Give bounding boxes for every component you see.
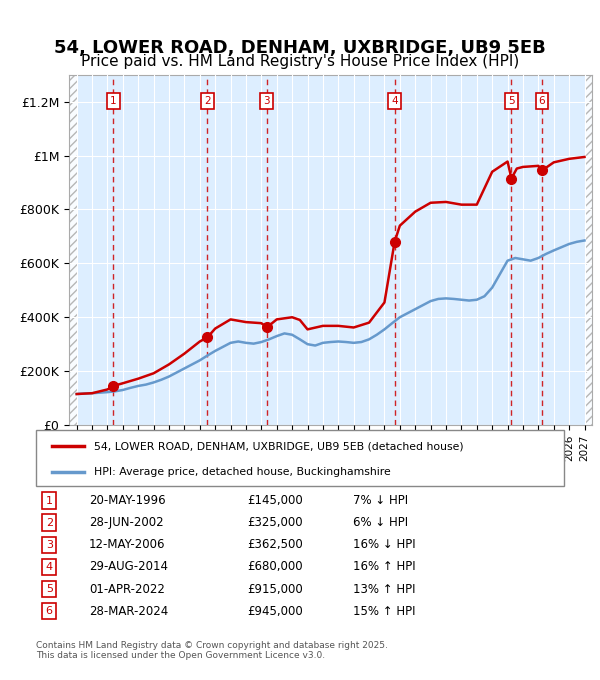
Text: 6: 6 xyxy=(539,96,545,106)
Text: 4: 4 xyxy=(391,96,398,106)
Text: 12-MAY-2006: 12-MAY-2006 xyxy=(89,539,166,551)
Text: £680,000: £680,000 xyxy=(247,560,303,573)
Text: 13% ↑ HPI: 13% ↑ HPI xyxy=(353,583,415,596)
Text: 5: 5 xyxy=(46,584,53,594)
Text: 2: 2 xyxy=(46,517,53,528)
Text: 20-MAY-1996: 20-MAY-1996 xyxy=(89,494,166,507)
Text: 28-MAR-2024: 28-MAR-2024 xyxy=(89,605,168,617)
Bar xyxy=(584,75,592,425)
Text: £915,000: £915,000 xyxy=(247,583,303,596)
Text: 6% ↓ HPI: 6% ↓ HPI xyxy=(353,516,408,529)
Text: £145,000: £145,000 xyxy=(247,494,303,507)
Text: 01-APR-2022: 01-APR-2022 xyxy=(89,583,164,596)
Bar xyxy=(69,75,77,425)
Text: 29-AUG-2014: 29-AUG-2014 xyxy=(89,560,168,573)
Text: 3: 3 xyxy=(263,96,270,106)
Text: Contains HM Land Registry data © Crown copyright and database right 2025.
This d: Contains HM Land Registry data © Crown c… xyxy=(36,641,388,660)
Text: 7% ↓ HPI: 7% ↓ HPI xyxy=(353,494,408,507)
Text: 3: 3 xyxy=(46,540,53,550)
Text: 5: 5 xyxy=(508,96,515,106)
Text: 54, LOWER ROAD, DENHAM, UXBRIDGE, UB9 5EB: 54, LOWER ROAD, DENHAM, UXBRIDGE, UB9 5E… xyxy=(54,39,546,56)
Text: 15% ↑ HPI: 15% ↑ HPI xyxy=(353,605,415,617)
Text: 1: 1 xyxy=(46,496,53,506)
Text: £325,000: £325,000 xyxy=(247,516,303,529)
Text: 2: 2 xyxy=(204,96,211,106)
Text: Price paid vs. HM Land Registry's House Price Index (HPI): Price paid vs. HM Land Registry's House … xyxy=(81,54,519,69)
Text: 54, LOWER ROAD, DENHAM, UXBRIDGE, UB9 5EB (detached house): 54, LOWER ROAD, DENHAM, UXBRIDGE, UB9 5E… xyxy=(94,441,464,451)
Text: £945,000: £945,000 xyxy=(247,605,303,617)
Text: 1: 1 xyxy=(110,96,116,106)
Text: 6: 6 xyxy=(46,606,53,616)
Text: £362,500: £362,500 xyxy=(247,539,303,551)
Text: HPI: Average price, detached house, Buckinghamshire: HPI: Average price, detached house, Buck… xyxy=(94,467,391,477)
Text: 4: 4 xyxy=(46,562,53,572)
Text: 16% ↑ HPI: 16% ↑ HPI xyxy=(353,560,415,573)
Text: 28-JUN-2002: 28-JUN-2002 xyxy=(89,516,163,529)
Text: 16% ↓ HPI: 16% ↓ HPI xyxy=(353,539,415,551)
FancyBboxPatch shape xyxy=(36,430,564,486)
